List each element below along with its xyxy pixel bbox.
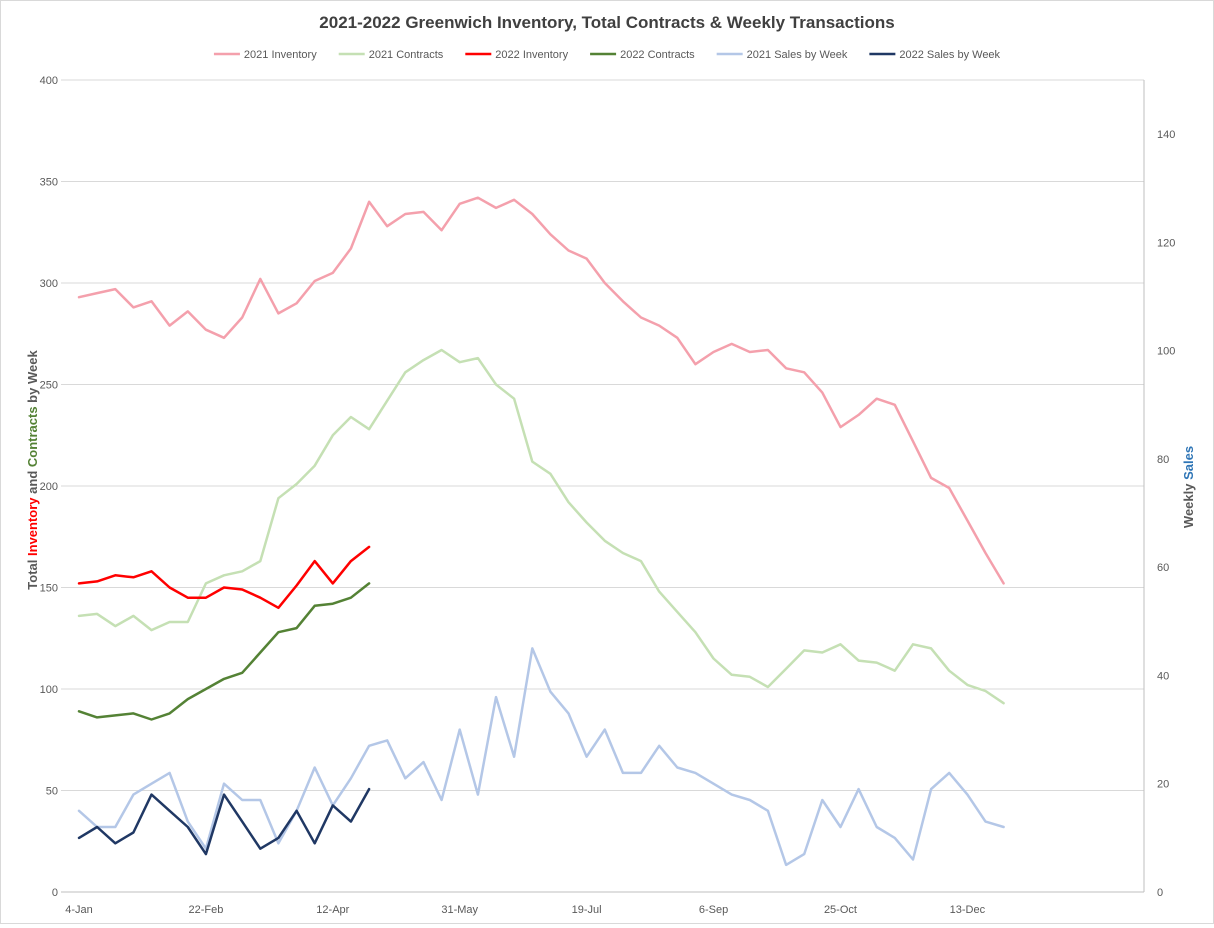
left-tick-label: 0 bbox=[52, 887, 58, 899]
axis-title-part: by Week bbox=[25, 350, 40, 407]
legend-item: 2021 Inventory bbox=[213, 49, 317, 61]
left-tick-label: 300 bbox=[40, 278, 58, 290]
legend-label: 2022 Contracts bbox=[620, 49, 695, 61]
series-lines bbox=[77, 196, 1005, 867]
gridlines bbox=[61, 79, 1144, 791]
series-line bbox=[77, 196, 1005, 585]
x-tick-label: 19-Jul bbox=[572, 904, 602, 916]
series-line bbox=[77, 787, 371, 856]
series-line bbox=[77, 348, 1005, 705]
right-tick-label: 20 bbox=[1157, 779, 1169, 791]
series-line bbox=[77, 647, 1005, 867]
series-line bbox=[77, 582, 371, 721]
right-tick-label: 60 bbox=[1157, 562, 1169, 574]
legend-label: 2021 Contracts bbox=[369, 49, 444, 61]
left-tick-label: 400 bbox=[40, 75, 58, 87]
right-tick-label: 140 bbox=[1157, 129, 1175, 141]
right-axis-title: Weekly Sales bbox=[1181, 446, 1196, 528]
legend-label: 2021 Sales by Week bbox=[747, 49, 848, 61]
left-tick-label: 250 bbox=[40, 380, 58, 392]
right-tick-label: 40 bbox=[1157, 670, 1169, 682]
right-tick-label: 120 bbox=[1157, 237, 1175, 249]
legend-item: 2022 Contracts bbox=[590, 49, 695, 61]
axis-title-part: and bbox=[25, 467, 40, 497]
axis-title-part: Total bbox=[25, 556, 40, 590]
axis-title-part: Weekly bbox=[1181, 480, 1196, 528]
left-axis-ticks: 0 50 100 150 200 250 300 350 400 bbox=[40, 75, 58, 899]
x-axis-ticks: 4-Jan 22-Feb 12-Apr 31-May 19-Jul 6-Sep 25-Oct… bbox=[65, 904, 985, 916]
legend-item: 2022 Inventory bbox=[465, 49, 569, 61]
legend: 2021 Inventory 2021 Contracts 2022 Invento… bbox=[213, 49, 1001, 61]
right-axis-ticks: 0 20 40 60 80 100 120 140 bbox=[1157, 129, 1175, 899]
x-tick-label: 12-Apr bbox=[316, 904, 349, 916]
series-line bbox=[77, 545, 371, 610]
right-tick-label: 80 bbox=[1157, 454, 1169, 466]
chart-title: 2021-2022 Greenwich Inventory, Total Con… bbox=[319, 13, 894, 32]
left-tick-label: 350 bbox=[40, 177, 58, 189]
right-tick-label: 0 bbox=[1157, 887, 1163, 899]
legend-label: 2021 Inventory bbox=[244, 49, 317, 61]
axes bbox=[61, 80, 1145, 893]
axis-title-part: Sales bbox=[1181, 446, 1196, 480]
x-tick-label: 4-Jan bbox=[65, 904, 93, 916]
left-axis-title: Total Inventory and Contracts by Week bbox=[25, 350, 40, 590]
left-tick-label: 150 bbox=[40, 583, 58, 595]
right-tick-label: 100 bbox=[1157, 346, 1175, 358]
x-tick-label: 22-Feb bbox=[188, 904, 223, 916]
axis-title-part: Contracts bbox=[25, 406, 40, 467]
legend-label: 2022 Sales by Week bbox=[899, 49, 1000, 61]
axis-title-part: Inventory bbox=[25, 497, 40, 556]
legend-item: 2022 Sales by Week bbox=[869, 49, 1001, 61]
left-tick-label: 200 bbox=[40, 481, 58, 493]
legend-item: 2021 Contracts bbox=[338, 49, 444, 61]
left-tick-label: 100 bbox=[40, 684, 58, 696]
x-tick-label: 31-May bbox=[441, 904, 478, 916]
x-tick-label: 25-Oct bbox=[824, 904, 857, 916]
left-tick-label: 50 bbox=[46, 786, 58, 798]
legend-item: 2021 Sales by Week bbox=[716, 49, 848, 61]
legend-label: 2022 Inventory bbox=[495, 49, 568, 61]
x-tick-label: 6-Sep bbox=[699, 904, 728, 916]
x-tick-label: 13-Dec bbox=[950, 904, 986, 916]
